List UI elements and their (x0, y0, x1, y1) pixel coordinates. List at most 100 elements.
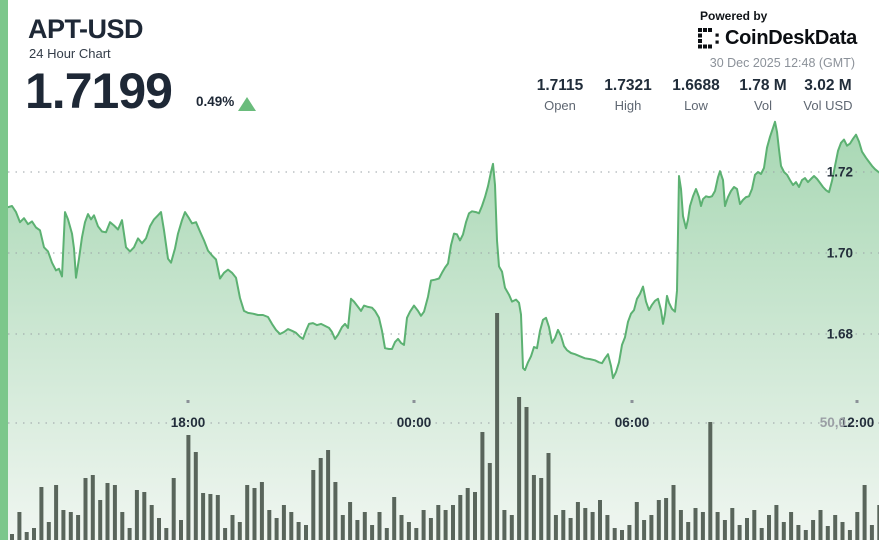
volume-bar (428, 518, 433, 540)
volume-bar (333, 482, 338, 540)
volume-bar (348, 502, 353, 540)
volume-bar (24, 532, 29, 540)
stat-volume-label: Vol (753, 98, 773, 113)
volume-bar (458, 495, 463, 540)
volume-bar (134, 490, 139, 540)
volume-bar (774, 505, 779, 540)
volume-bar (700, 512, 705, 540)
volume-bar (76, 515, 81, 540)
volume-bar (605, 515, 610, 540)
volume-bar (833, 515, 838, 540)
volume-bar (149, 505, 154, 540)
volume-bar (17, 512, 22, 540)
volume-bar (796, 525, 801, 540)
volume-bar (171, 478, 176, 540)
volume-bar (495, 313, 500, 540)
volume-bar (840, 522, 845, 540)
volume-bar (164, 528, 169, 540)
volume-bar (451, 505, 455, 540)
volume-bar (274, 518, 279, 540)
volume-bar (539, 478, 544, 540)
coindesk-wordmark: CoinDesk (725, 27, 815, 49)
volume-bar (590, 512, 595, 540)
volume-bar (487, 463, 492, 540)
volume-bar (803, 530, 808, 540)
volume-bar (759, 528, 764, 540)
stat-low-label: Low (684, 98, 708, 113)
volume-bar (157, 518, 161, 540)
volume-bar (223, 528, 228, 540)
volume-bar (237, 522, 242, 540)
volume-bar (480, 432, 485, 540)
volume-bar (627, 525, 632, 540)
volume-bar (318, 458, 323, 540)
volume-bar (340, 515, 345, 540)
volume-bar (767, 515, 771, 540)
volume-bar (311, 470, 316, 540)
volume-bar (46, 522, 51, 540)
volume-bar (553, 515, 558, 540)
volume-bar (326, 450, 331, 540)
price-line (7, 120, 879, 380)
volume-bar (671, 485, 676, 540)
volume-bar (686, 522, 691, 540)
volume-bar (664, 498, 669, 540)
chart-timestamp: 30 Dec 2025 12:48 (GMT) (709, 56, 855, 70)
volume-bar (847, 530, 852, 540)
volume-bar (869, 525, 874, 540)
volume-bar (98, 500, 103, 540)
volume-bar (54, 485, 59, 540)
volume-bar (752, 510, 757, 540)
volume-bar (83, 478, 88, 540)
volume-bar (509, 515, 514, 540)
volume-bar (465, 488, 470, 540)
stat-high-value: 1.7321 (604, 77, 652, 94)
volume-bar (612, 528, 617, 540)
volume-bar (789, 512, 794, 540)
volume-bar (384, 528, 389, 540)
volume-bar (561, 510, 566, 540)
volume-bar (473, 492, 477, 540)
volume-bar (656, 500, 661, 540)
volume-bar (179, 520, 183, 540)
volume-bar (524, 407, 529, 540)
volume-bar (634, 502, 639, 540)
volume-bar (406, 522, 411, 540)
volume-bar (193, 452, 198, 540)
stat-volume-usd-value: 3.02 M (804, 77, 852, 94)
volume-bar (120, 512, 125, 540)
volume-bar (781, 522, 786, 540)
volume-bar (90, 475, 95, 540)
stat-low: 1.6688 Low (672, 77, 719, 113)
change-percent: 0.49% (196, 94, 235, 109)
instrument-symbol: APT-USD (28, 14, 144, 44)
volume-bar (568, 518, 573, 540)
volume-bar (708, 422, 713, 540)
stat-volume-value: 1.78 M (739, 77, 787, 94)
volume-bar (598, 500, 602, 540)
stat-open-label: Open (544, 98, 576, 113)
volume-bar (370, 525, 375, 540)
volume-bar (289, 512, 294, 540)
price-up-triangle-icon (238, 97, 256, 111)
stat-volume-usd: 3.02 M Vol USD (803, 77, 852, 113)
volume-bar (252, 488, 257, 540)
volume-bar (304, 525, 308, 540)
stat-open-value: 1.7115 (536, 77, 584, 94)
volume-bar (362, 512, 367, 540)
volume-bar (855, 512, 860, 540)
coindesk-data-logo[interactable]: CoinDesk Data (698, 27, 857, 50)
volume-bar (745, 518, 749, 540)
volume-bar (267, 510, 272, 540)
volume-bar (811, 520, 816, 540)
volume-bar (105, 483, 110, 540)
coindesk-logo-icon (698, 28, 719, 49)
accent-stripe (0, 0, 8, 540)
volume-bar (443, 510, 448, 540)
stat-open: 1.7115 Open (537, 77, 584, 113)
volume-bar (61, 510, 66, 540)
volume-bar (377, 512, 382, 540)
volume-bar (414, 528, 419, 540)
stat-volume-usd-label: Vol USD (803, 98, 853, 113)
